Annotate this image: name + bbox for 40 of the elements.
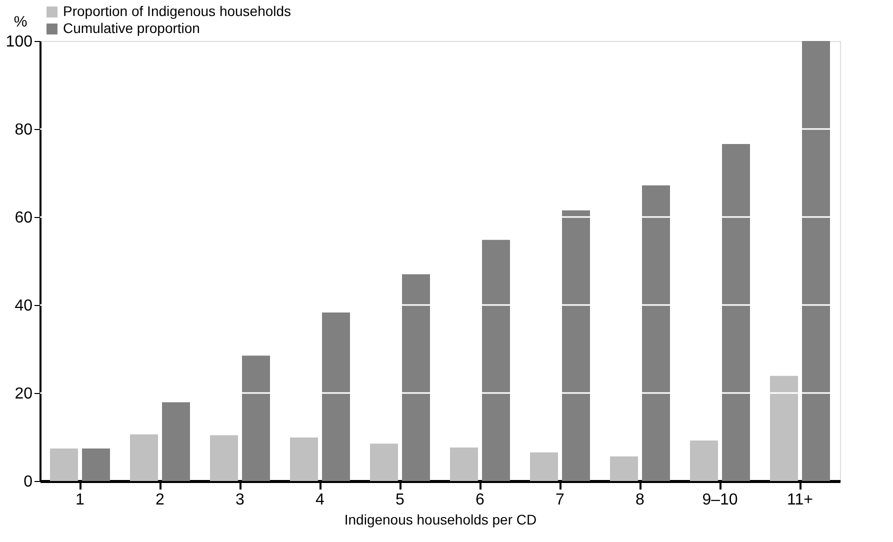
bar [370,444,398,481]
x-tick-label: 9–10 [702,492,738,508]
bar [530,452,558,481]
y-tick-label: 100 [6,34,33,50]
bar [770,376,798,481]
bar [162,402,190,481]
y-axis-title: % [14,14,28,30]
x-tick-label: 4 [316,492,325,508]
x-tick-label: 8 [636,492,645,508]
bar [482,240,510,481]
bar [50,448,78,481]
bar [610,456,638,481]
x-tick-label: 6 [476,492,485,508]
x-axis-title: Indigenous households per CD [344,512,537,528]
x-tick-label: 2 [156,492,165,508]
y-tick-label: 0 [24,474,33,490]
x-tick-label: 3 [236,492,245,508]
y-tick-label: 40 [14,298,33,314]
x-tick-label: 1 [76,492,85,508]
y-tick-label: 60 [14,210,33,226]
bar [290,437,318,481]
bar [642,185,670,481]
bar [450,448,478,481]
bar [722,144,750,481]
bar [130,434,158,481]
y-tick-label: 80 [14,122,33,138]
bar [82,448,110,481]
bar [402,274,430,481]
x-tick-label: 5 [396,492,405,508]
legend-label: Cumulative proportion [63,20,200,36]
bar [322,312,350,481]
bar [242,356,270,481]
bar [210,435,238,481]
x-tick-label: 7 [556,492,565,508]
y-tick-label: 20 [14,386,33,402]
x-tick-label: 11+ [787,492,813,508]
bar [562,210,590,481]
legend-label: Proportion of Indigenous households [63,3,292,19]
bar [802,41,830,481]
bar [690,440,718,481]
